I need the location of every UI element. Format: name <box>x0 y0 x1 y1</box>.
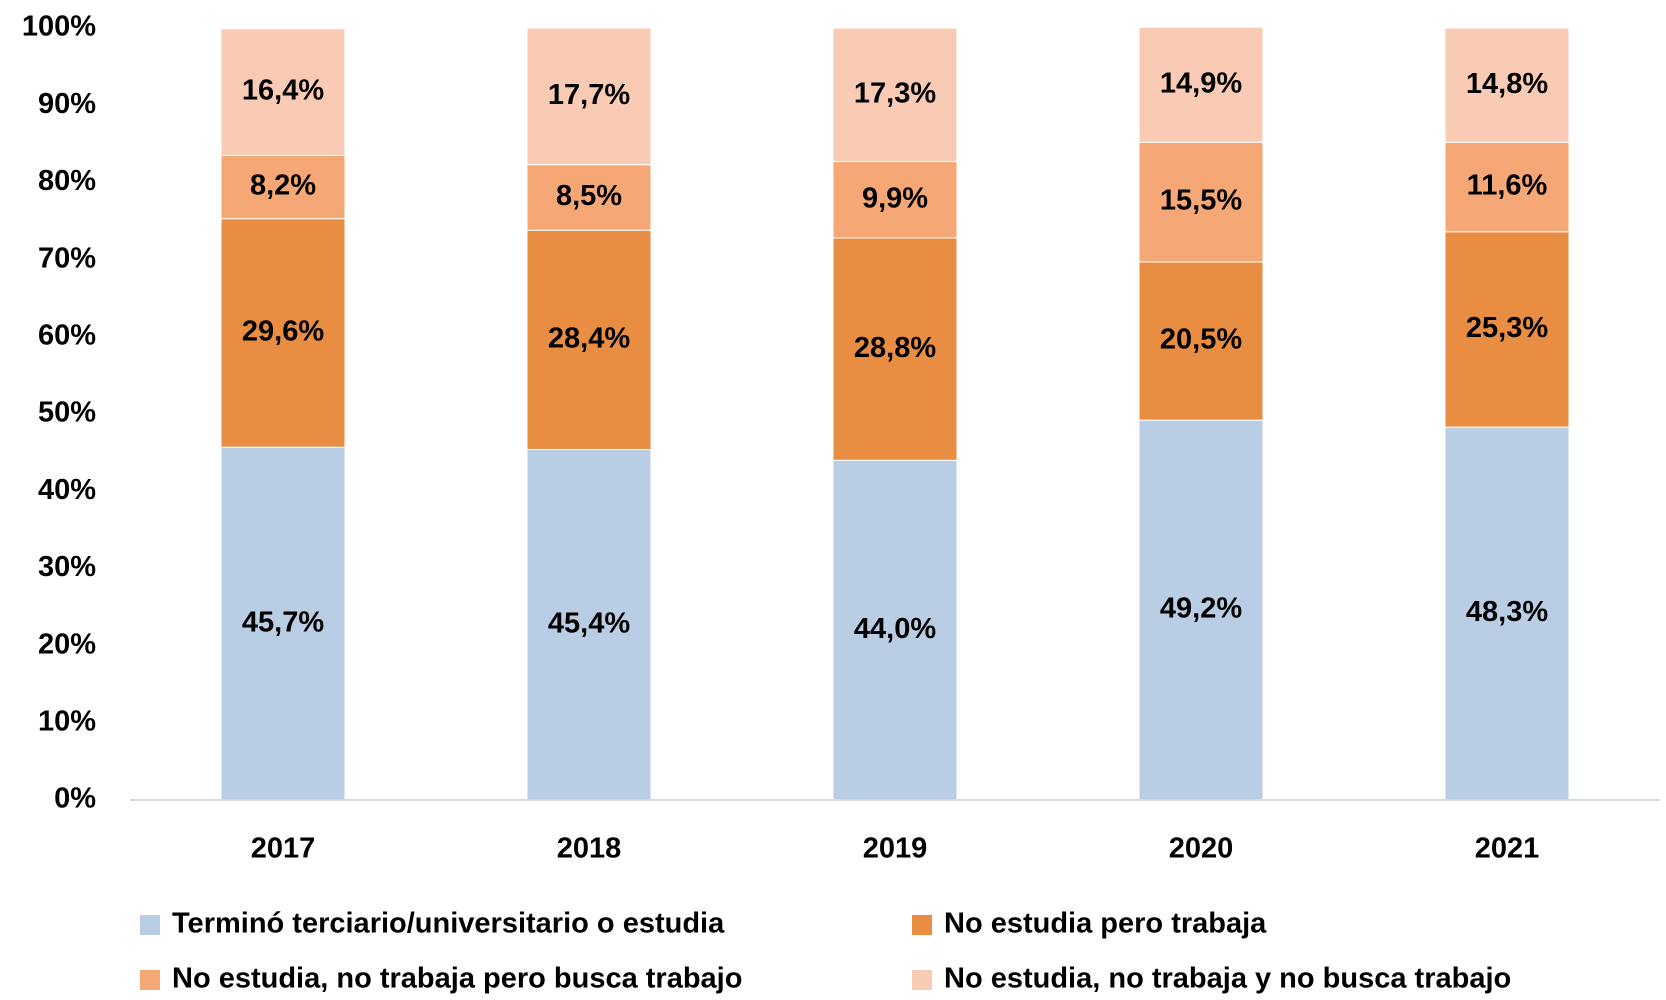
y-tick-label: 70% <box>38 242 96 274</box>
bar-segment <box>526 164 652 231</box>
bar-segment <box>1444 27 1570 143</box>
bar-segment <box>1138 141 1264 263</box>
data-label: 14,8% <box>1466 68 1548 100</box>
data-label: 45,4% <box>548 607 630 639</box>
data-label: 17,3% <box>854 77 936 109</box>
data-label: 28,4% <box>548 323 630 355</box>
bar-segment <box>220 28 346 156</box>
data-label: 15,5% <box>1160 185 1242 217</box>
y-tick-label: 10% <box>38 705 96 737</box>
bar-segment <box>526 27 652 166</box>
y-tick-label: 0% <box>54 783 96 815</box>
data-label: 8,5% <box>556 180 622 212</box>
legend-label: No estudia, no trabaja pero busca trabaj… <box>172 963 742 995</box>
data-label: 9,9% <box>862 182 928 214</box>
data-label: 28,8% <box>854 332 936 364</box>
legend-label: No estudia pero trabaja <box>944 908 1267 940</box>
bar-segment <box>526 229 652 451</box>
data-label: 29,6% <box>242 316 324 348</box>
y-tick-label: 50% <box>38 397 96 429</box>
y-tick-label: 30% <box>38 551 96 583</box>
bar-segment <box>526 449 652 801</box>
bar-segment <box>832 237 958 461</box>
bar-segment <box>220 218 346 448</box>
bar-segment <box>1444 231 1570 428</box>
data-label: 16,4% <box>242 75 324 107</box>
data-label: 8,2% <box>250 170 316 202</box>
bar-segment <box>1138 419 1264 801</box>
data-label: 14,9% <box>1160 67 1242 99</box>
bar-segment <box>220 446 346 801</box>
bar-segment <box>1138 26 1264 143</box>
x-tick-label: 2017 <box>251 833 316 865</box>
legend-swatch <box>912 915 932 935</box>
bar-segment <box>1444 426 1570 801</box>
bar-segment <box>832 161 958 239</box>
y-tick-label: 80% <box>38 165 96 197</box>
data-label: 17,7% <box>548 79 630 111</box>
x-tick-label: 2018 <box>557 833 622 865</box>
data-label: 49,2% <box>1160 593 1242 625</box>
legend-swatch <box>140 915 160 935</box>
x-tick-label: 2020 <box>1169 833 1234 865</box>
y-tick-label: 90% <box>38 88 96 120</box>
y-tick-label: 100% <box>22 11 96 43</box>
legend-swatch <box>140 970 160 990</box>
data-label: 20,5% <box>1160 324 1242 356</box>
x-tick-label: 2021 <box>1475 833 1540 865</box>
bar-segment <box>832 27 958 163</box>
y-tick-label: 40% <box>38 474 96 506</box>
data-label: 45,7% <box>242 606 324 638</box>
data-label: 44,0% <box>854 613 936 645</box>
legend-swatch <box>912 970 932 990</box>
bar-segment <box>1444 141 1570 233</box>
data-label: 48,3% <box>1466 596 1548 628</box>
data-label: 25,3% <box>1466 312 1548 344</box>
y-tick-label: 60% <box>38 319 96 351</box>
data-label: 11,6% <box>1467 170 1548 202</box>
legend-label: Terminó terciario/universitario o estudi… <box>172 908 725 940</box>
legend-label: No estudia, no trabaja y no busca trabaj… <box>944 963 1511 995</box>
y-tick-label: 20% <box>38 628 96 660</box>
x-tick-label: 2019 <box>863 833 928 865</box>
